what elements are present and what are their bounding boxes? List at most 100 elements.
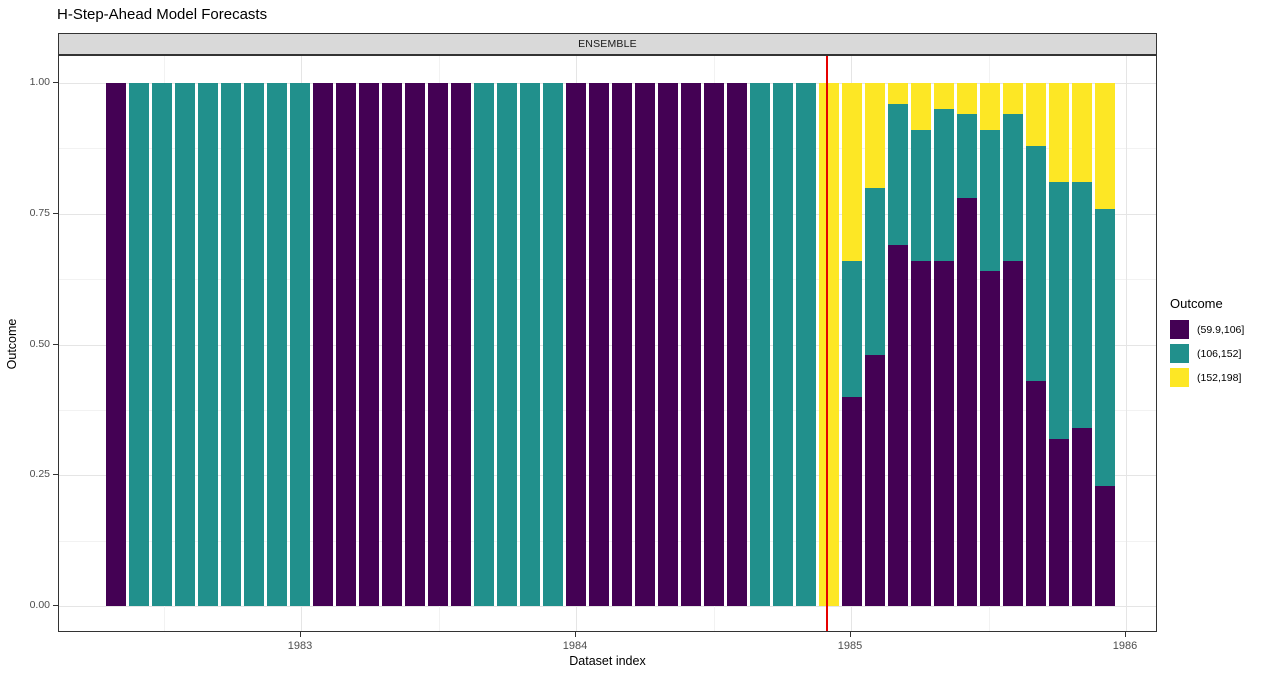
legend-entry: (106,152] — [1170, 344, 1280, 363]
bar-segment — [727, 83, 747, 606]
bar-segment — [980, 83, 1000, 131]
bar-segment — [796, 83, 816, 606]
y-axis-tick — [53, 212, 58, 214]
legend: Outcome (59.9,106] (106,152] (152,198] — [1170, 296, 1280, 392]
bar-segment — [1003, 83, 1023, 115]
bar-segment — [1026, 83, 1046, 146]
bar-segment — [474, 83, 494, 606]
bar-segment — [957, 114, 977, 199]
bar-segment — [911, 83, 931, 131]
legend-key-swatch — [1170, 320, 1189, 339]
y-axis-tick-label: 0.50 — [29, 337, 50, 350]
y-axis-tick-label: 1.00 — [29, 76, 50, 88]
y-axis-tick — [53, 343, 58, 345]
bar-segment — [934, 260, 954, 606]
y-axis-title: Outcome — [5, 318, 19, 370]
y-axis-tick-label: 0.00 — [29, 599, 50, 611]
bar-segment — [612, 83, 632, 606]
bar-segment — [934, 109, 954, 261]
bar-segment — [267, 83, 287, 606]
bar-segment — [451, 83, 471, 606]
bar-segment — [1072, 428, 1092, 606]
bar-segment — [635, 83, 655, 606]
bar-segment — [589, 83, 609, 606]
bar-segment — [405, 83, 425, 606]
legend-key-swatch — [1170, 344, 1189, 363]
legend-entry-label: (152,198] — [1197, 371, 1242, 384]
facet-strip: ENSEMBLE — [58, 33, 1157, 55]
bar-segment — [980, 130, 1000, 272]
x-axis-tick-label: 1985 — [837, 640, 863, 652]
bar-segment — [934, 83, 954, 110]
bar-segment — [428, 83, 448, 606]
bar-segment — [1049, 83, 1069, 183]
x-axis-tick — [1125, 632, 1126, 637]
bar-segment — [865, 354, 885, 606]
y-axis-tick — [53, 474, 58, 476]
bar-segment — [1026, 381, 1046, 606]
bar-segment — [888, 245, 908, 606]
legend-entries: (59.9,106] (106,152] (152,198] — [1170, 320, 1280, 387]
bar-segment — [1072, 182, 1092, 429]
bar-segment — [175, 83, 195, 606]
bar-segment — [1095, 83, 1115, 209]
bar-segment — [1003, 260, 1023, 606]
bar-segment — [842, 83, 862, 261]
bar-segment — [152, 83, 172, 606]
bar-segment — [957, 83, 977, 115]
bar-segment — [1003, 114, 1023, 261]
y-axis-tick-label: 0.25 — [29, 468, 50, 481]
x-axis-tick-label: 1984 — [562, 640, 588, 652]
bar-segment — [106, 83, 126, 606]
gridline-horizontal-major — [59, 606, 1156, 607]
facet-strip-label: ENSEMBLE — [578, 38, 637, 50]
bar-segment — [865, 83, 885, 188]
bar-segment — [244, 83, 264, 606]
bar-segment — [221, 83, 241, 606]
bar-segment — [842, 260, 862, 397]
bar-segment — [520, 83, 540, 606]
bar-segment — [359, 83, 379, 606]
legend-entry-label: (59.9,106] — [1197, 323, 1245, 336]
bar-segment — [842, 396, 862, 606]
bar-segment — [1095, 485, 1115, 606]
bar-segment — [543, 83, 563, 606]
legend-entry-label: (106,152] — [1197, 347, 1242, 360]
bar-segment — [888, 83, 908, 104]
bar-segment — [750, 83, 770, 606]
bar-segment — [497, 83, 517, 606]
bar-segment — [865, 187, 885, 355]
plot-panel — [58, 55, 1157, 632]
bar-segment — [129, 83, 149, 606]
bar-segment — [1049, 438, 1069, 606]
bar-segment — [980, 271, 1000, 606]
x-axis-tick — [575, 632, 576, 637]
x-axis-tick-label: 1986 — [1112, 640, 1138, 652]
legend-entry: (152,198] — [1170, 368, 1280, 387]
forecast-origin-vline — [826, 56, 828, 631]
bar-segment — [704, 83, 724, 606]
bar-segment — [911, 260, 931, 606]
x-axis-title: Dataset index — [569, 654, 646, 668]
y-axis-tick — [53, 605, 58, 606]
bar-segment — [198, 83, 218, 606]
x-axis-tick-label: 1983 — [287, 640, 313, 652]
x-axis-tick — [850, 632, 851, 637]
bar-segment — [1072, 83, 1092, 183]
bar-segment — [911, 130, 931, 261]
legend-title: Outcome — [1170, 296, 1223, 311]
y-axis-tick — [53, 82, 58, 83]
gridline-vertical-major — [1126, 56, 1127, 631]
bar-segment — [773, 83, 793, 606]
bar-segment — [566, 83, 586, 606]
bar-segment — [313, 83, 333, 606]
bar-segment — [382, 83, 402, 606]
y-axis-tick-label: 0.75 — [29, 206, 50, 219]
x-axis-tick — [300, 632, 301, 637]
bar-segment — [1049, 182, 1069, 439]
bar-segment — [290, 83, 310, 606]
chart-title: H-Step-Ahead Model Forecasts — [57, 6, 268, 23]
bar-segment — [336, 83, 356, 606]
bar-segment — [888, 103, 908, 246]
